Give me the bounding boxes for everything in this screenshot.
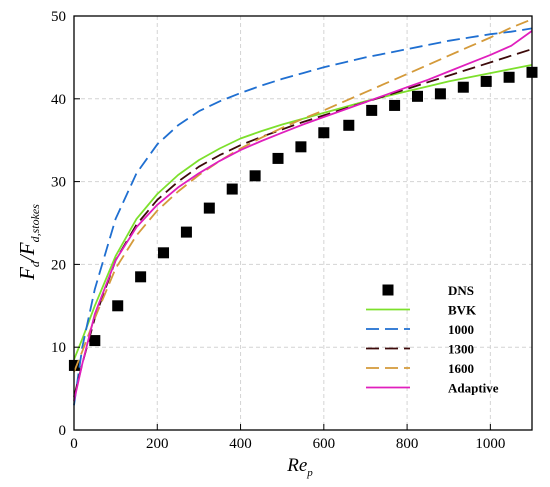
legend-label-adaptive: Adaptive bbox=[448, 381, 499, 396]
y-axis-title-sub2: d,stokes bbox=[28, 204, 42, 243]
dns-point-5 bbox=[180, 226, 192, 238]
dns-point-1 bbox=[89, 335, 101, 347]
dns-point-2 bbox=[112, 300, 124, 312]
y-tick-label-2: 20 bbox=[51, 257, 66, 273]
series-line-bvk bbox=[73, 64, 533, 360]
tick-labels: 0 200 400 600 800 1000 0 10 20 30 40 50 bbox=[51, 9, 505, 452]
y-tick-label-3: 30 bbox=[51, 175, 66, 191]
dns-point-9 bbox=[272, 152, 284, 164]
y-tick-label-5: 50 bbox=[51, 9, 66, 25]
dns-point-19 bbox=[503, 71, 515, 83]
y-tick-label-4: 40 bbox=[51, 92, 66, 108]
legend-label-dns: DNS bbox=[448, 283, 474, 298]
x-axis-title: Rep bbox=[286, 455, 313, 479]
plot-frame bbox=[73, 15, 533, 431]
x-tick-label-1: 200 bbox=[146, 436, 169, 452]
legend-swatch-dns bbox=[382, 284, 394, 296]
y-tick-label-0: 0 bbox=[59, 423, 67, 439]
dns-point-18 bbox=[480, 75, 492, 87]
x-tick-label-3: 600 bbox=[313, 436, 336, 452]
series-line-adaptive bbox=[73, 30, 533, 402]
series-line-1600 bbox=[73, 18, 533, 373]
x-axis-title-sub: p bbox=[306, 467, 313, 479]
legend-item-dns: DNS bbox=[382, 283, 474, 298]
legend-item-1300: 1300 bbox=[366, 342, 474, 357]
legend-item-bvk: BVK bbox=[366, 303, 477, 318]
y-axis-title: Fd/Fd,stokes bbox=[15, 204, 42, 281]
x-tick-label-5: 1000 bbox=[475, 436, 505, 452]
dns-point-11 bbox=[318, 127, 330, 139]
legend: DNS BVK 1000 1300 1600 Adaptive bbox=[366, 283, 499, 396]
x-tick-label-2: 400 bbox=[229, 436, 252, 452]
dns-point-6 bbox=[203, 202, 215, 214]
dns-point-17 bbox=[457, 81, 469, 93]
dns-point-14 bbox=[389, 99, 401, 111]
legend-item-1600: 1600 bbox=[366, 361, 474, 376]
dns-point-10 bbox=[295, 141, 307, 153]
dns-point-3 bbox=[135, 271, 147, 283]
legend-label-bvk: BVK bbox=[448, 303, 477, 318]
dns-point-15 bbox=[412, 90, 423, 102]
dns-point-4 bbox=[158, 247, 170, 259]
series-line-1300 bbox=[73, 48, 533, 398]
plot-border bbox=[73, 15, 533, 431]
legend-label-1600: 1600 bbox=[448, 361, 474, 376]
y-axis-title-mid: /F bbox=[15, 242, 39, 262]
legend-label-1300: 1300 bbox=[448, 342, 474, 357]
dns-point-8 bbox=[249, 170, 261, 182]
dns-point-12 bbox=[343, 119, 355, 131]
legend-item-adaptive: Adaptive bbox=[366, 381, 499, 396]
dns-point-16 bbox=[434, 88, 446, 100]
y-tick-label-1: 10 bbox=[51, 340, 66, 356]
dns-point-7 bbox=[226, 183, 238, 195]
x-tick-label-0: 0 bbox=[70, 436, 78, 452]
x-tick-label-4: 800 bbox=[396, 436, 419, 452]
y-axis-title-main: F bbox=[15, 267, 39, 281]
y-axis-title-sub1: d bbox=[28, 260, 42, 267]
legend-item-1000: 1000 bbox=[366, 322, 474, 337]
x-axis-title-main: Re bbox=[286, 455, 307, 476]
dns-point-13 bbox=[366, 104, 378, 116]
legend-label-1000: 1000 bbox=[448, 322, 474, 337]
series-line-1000 bbox=[73, 27, 533, 406]
